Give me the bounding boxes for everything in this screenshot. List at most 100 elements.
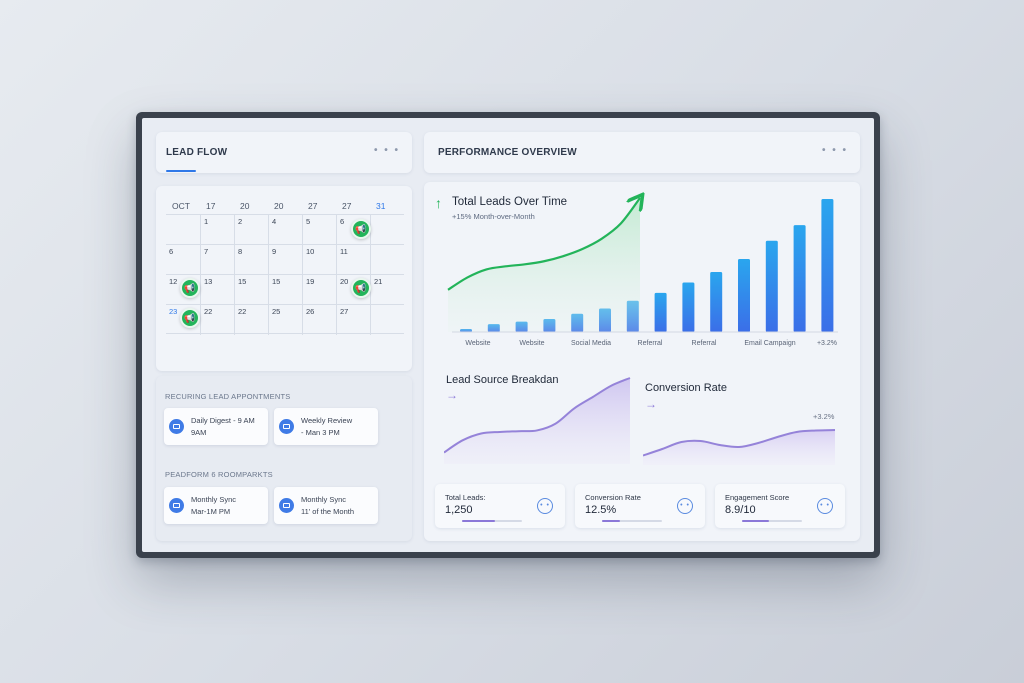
appointment-title: Weekly Review — [301, 416, 353, 425]
calendar-header: 27 — [308, 201, 318, 211]
calendar-day[interactable]: 23 — [166, 305, 200, 335]
calendar-day-number: 27 — [340, 307, 349, 316]
appointment-title: Monthly Sync — [191, 495, 237, 504]
conversion-arrow-icon: → — [645, 397, 657, 411]
bar-8 — [682, 282, 695, 332]
lead-source-area — [444, 378, 630, 464]
metric-progress-fill — [742, 520, 769, 522]
calendar-grid: 1 2 4 5 6 6 7 8 9 10 11 12 13 15 15 19 20 21 23 22 22 25 26 27 — [166, 214, 404, 335]
appointment-card[interactable]: Monthly Sync 11' of the Month — [274, 487, 378, 524]
calendar-day-number: 22 — [238, 307, 247, 316]
calendar-day-number: 1 — [204, 217, 209, 226]
calendar-day-number: 13 — [204, 277, 213, 286]
calendar-day[interactable]: 7 — [200, 245, 234, 275]
performance-title: PERFORMANCE OVERVIEW — [438, 147, 577, 158]
calendar-day[interactable]: 15 — [268, 275, 302, 305]
lead-flow-tab-underline — [166, 170, 196, 172]
calendar-day[interactable]: 26 — [302, 305, 336, 335]
calendar-day-number: 20 — [340, 277, 349, 286]
metric-value: 8.9/10 — [725, 504, 756, 516]
bar-7 — [654, 292, 667, 332]
appointments-panel: RECURING LEAD APPONTMENTS Daily Digest -… — [156, 376, 412, 541]
lead-flow-title: LEAD FLOW — [166, 147, 228, 158]
calendar-day[interactable]: 4 — [268, 215, 302, 245]
calendar-day[interactable]: 13 — [200, 275, 234, 305]
calendar-day-number: 4 — [272, 217, 277, 226]
calendar-day-number: 23 — [169, 307, 178, 316]
calendar-day[interactable] — [370, 305, 404, 335]
bar-9 — [710, 272, 723, 332]
calendar-day[interactable]: 21 — [370, 275, 404, 305]
performance-menu-icon[interactable]: • • • — [821, 145, 848, 156]
event-marker-icon[interactable]: 📢 — [351, 219, 371, 239]
calendar-day[interactable]: 25 — [268, 305, 302, 335]
appointment-time: Mar-1M PM — [191, 507, 231, 516]
metric-value: 1,250 — [445, 504, 473, 516]
calendar-day[interactable]: 19 — [302, 275, 336, 305]
bar-13 — [821, 199, 834, 332]
calendar-header: 27 — [342, 201, 352, 211]
bar-10 — [738, 258, 750, 332]
event-marker-icon[interactable]: 📢 — [180, 308, 200, 328]
calendar-day-number: 6 — [340, 217, 345, 226]
calendar-day[interactable]: 9 — [268, 245, 302, 275]
metric-progress — [602, 520, 662, 522]
calendar-day-number: 10 — [306, 247, 315, 256]
metric-label: Conversion Rate — [585, 493, 641, 502]
calendar-day[interactable] — [166, 215, 200, 245]
conversion-line — [643, 429, 836, 457]
appointment-card[interactable]: Monthly Sync Mar-1M PM — [164, 487, 268, 524]
metric-card-total-leads[interactable]: Total Leads: 1,250 • • — [435, 484, 565, 528]
calendar-day-number: 8 — [238, 247, 243, 256]
x-axis-label: Referral — [637, 340, 663, 347]
performance-card: ↑ Total Leads Over Time +15% Month-over-… — [424, 182, 860, 541]
calendar-day[interactable] — [370, 245, 404, 275]
calendar-day[interactable]: 27 — [336, 305, 370, 335]
calendar-day[interactable]: 1 — [200, 215, 234, 245]
lead-source-line — [444, 377, 631, 454]
calendar-day[interactable]: 6 — [166, 245, 200, 275]
more-icon[interactable]: • • — [537, 498, 553, 514]
calendar-day[interactable]: 22 — [200, 305, 234, 335]
appointment-card[interactable]: Weekly Review - Man 3 PM — [274, 408, 378, 445]
calendar-day[interactable]: 12 — [166, 275, 200, 305]
calendar-day[interactable] — [370, 215, 404, 245]
calendar-day[interactable]: 2 — [234, 215, 268, 245]
more-icon[interactable]: • • — [677, 498, 693, 514]
more-icon[interactable]: • • — [817, 498, 833, 514]
calendar-day-number: 5 — [306, 217, 311, 226]
event-marker-icon[interactable]: 📢 — [180, 278, 200, 298]
calendar-day[interactable]: 8 — [234, 245, 268, 275]
calendar-day[interactable]: 5 — [302, 215, 336, 245]
appointment-card[interactable]: Daily Digest - 9 AM 9AM — [164, 408, 268, 445]
bar-12 — [793, 225, 806, 332]
appointment-time: - Man 3 PM — [301, 428, 340, 437]
conversion-annotation: +3.2% — [813, 412, 835, 421]
calendar-day[interactable]: 15 — [234, 275, 268, 305]
calendar-icon — [169, 419, 184, 434]
lead-flow-menu-icon[interactable]: • • • — [373, 145, 400, 156]
x-axis-label: Website — [465, 340, 491, 347]
calendar-day-number: 2 — [238, 217, 243, 226]
conversion-title: Conversion Rate — [645, 382, 727, 394]
growth-arrow-icon: ↑ — [435, 195, 442, 211]
metric-progress — [742, 520, 802, 522]
metric-card-engagement-score[interactable]: Engagement Score 8.9/10 • • — [715, 484, 845, 528]
calendar-day[interactable]: 20 — [336, 275, 370, 305]
metric-card-conversion-rate[interactable]: Conversion Rate 12.5% • • — [575, 484, 705, 528]
calendar-icon — [169, 498, 184, 513]
appointment-title: Daily Digest - 9 AM — [191, 416, 255, 425]
x-axis-label: Website — [519, 340, 545, 347]
calendar-day[interactable]: 10 — [302, 245, 336, 275]
calendar-day[interactable]: 22 — [234, 305, 268, 335]
calendar-day[interactable]: 6 — [336, 215, 370, 245]
event-marker-icon[interactable]: 📢 — [351, 278, 371, 298]
calendar-icon — [279, 419, 294, 434]
trend-line — [447, 198, 640, 291]
performance-header: PERFORMANCE OVERVIEW • • • — [424, 132, 860, 173]
appointment-time: 11' of the Month — [301, 507, 354, 516]
calendar-day[interactable]: 11 — [336, 245, 370, 275]
calendar-header: OCT — [172, 201, 190, 211]
calendar-week: 23 22 22 25 26 27 — [166, 304, 404, 335]
